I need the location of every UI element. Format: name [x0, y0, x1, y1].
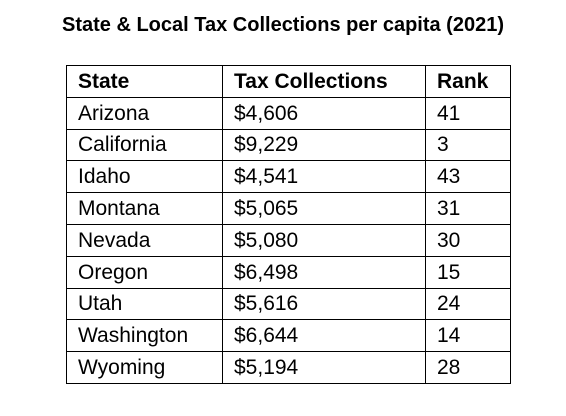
title: State & Local Tax Collections per capita…: [62, 14, 504, 36]
table-cell: 24: [425, 287, 511, 321]
table-cell: Oregon: [66, 255, 223, 289]
table-row: California $9,229 3: [66, 128, 511, 162]
table-row: Arizona $4,606 41: [66, 96, 511, 130]
column-header: State: [66, 65, 223, 98]
table-cell: Washington: [66, 319, 223, 353]
table-cell: 28: [425, 351, 511, 384]
table-cell: $5,194: [222, 351, 426, 384]
table-cell: $5,065: [222, 192, 426, 225]
table-cell: $9,229: [222, 128, 426, 162]
table-cell: Montana: [66, 192, 223, 225]
table-row: Nevada $5,080 30: [66, 223, 511, 257]
table-row: Wyoming $5,194 28: [66, 351, 511, 384]
table-cell: Wyoming: [66, 351, 223, 384]
tax-table: State Tax Collections Rank Arizona $4,606 41…: [66, 65, 511, 384]
header-row: State Tax Collections Rank: [66, 65, 511, 98]
table-cell: 3: [425, 128, 511, 162]
table-row: Oregon $6,498 15: [66, 255, 511, 289]
column-header: Tax Collections: [222, 65, 426, 98]
table-cell: Arizona: [66, 96, 223, 130]
table-cell: 43: [425, 160, 511, 194]
table-cell: 41: [425, 96, 511, 130]
table-cell: Utah: [66, 287, 223, 321]
table-cell: $4,606: [222, 96, 426, 130]
table-cell: $5,080: [222, 223, 426, 257]
table-cell: 14: [425, 319, 511, 353]
table-cell: 31: [425, 192, 511, 225]
table-cell: California: [66, 128, 223, 162]
table-cell: $6,644: [222, 319, 426, 353]
table-row: Washington $6,644 14: [66, 319, 511, 353]
table-body: Arizona $4,606 41 California $9,229 3 Idaho $4,…: [66, 96, 511, 384]
table-cell: Nevada: [66, 223, 223, 257]
table-row: Idaho $4,541 43: [66, 160, 511, 194]
table-cell: 15: [425, 255, 511, 289]
column-header: Rank: [425, 65, 511, 98]
table-cell: $4,541: [222, 160, 426, 194]
table-cell: $6,498: [222, 255, 426, 289]
table-row: Montana $5,065 31: [66, 192, 511, 225]
table-cell: $5,616: [222, 287, 426, 321]
table-cell: 30: [425, 223, 511, 257]
table-cell: Idaho: [66, 160, 223, 194]
table-row: Utah $5,616 24: [66, 287, 511, 321]
